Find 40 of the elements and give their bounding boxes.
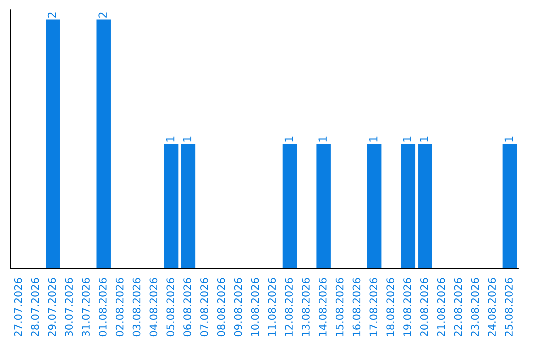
x-tick-label: 23.08.2026 bbox=[471, 278, 480, 337]
x-tick-label: 14.08.2026 bbox=[318, 278, 327, 336]
x-tick-label: 16.08.2026 bbox=[352, 278, 361, 336]
x-tick-label: 09.08.2026 bbox=[234, 278, 242, 337]
x-tick-label: 28.07.2026 bbox=[31, 278, 40, 337]
data-label: 1 bbox=[370, 136, 378, 142]
x-tick-label: 21.08.2026 bbox=[437, 278, 446, 337]
x-tick-label: 10.08.2026 bbox=[251, 278, 260, 336]
x-tick-label: 03.08.2026 bbox=[132, 278, 141, 337]
x-tick-label: 11.08.2026 bbox=[268, 278, 276, 336]
x-tick-label: 20.08.2026 bbox=[420, 278, 428, 337]
x-tick-label: 06.08.2026 bbox=[184, 278, 192, 337]
data-label: 1 bbox=[284, 136, 294, 142]
x-tick-label: 31.07.2026 bbox=[82, 278, 90, 336]
data-label: 2 bbox=[98, 12, 107, 18]
x-tick-label: 30.07.2026 bbox=[65, 278, 74, 336]
data-label: 1 bbox=[318, 136, 327, 142]
x-tick-label: 18.08.2026 bbox=[386, 278, 395, 336]
x-tick-label: 01.08.2026 bbox=[99, 278, 107, 337]
x-tick-label: 22.08.2026 bbox=[454, 278, 462, 337]
x-tick-label: 12.08.2026 bbox=[285, 278, 293, 336]
data-label: 2 bbox=[48, 12, 56, 18]
x-tick-label: 17.08.2026 bbox=[370, 278, 378, 336]
x-tick-label: 29.07.2026 bbox=[48, 278, 56, 337]
x-tick-label: 27.07.2026 bbox=[14, 278, 22, 337]
data-label: 1 bbox=[166, 136, 175, 142]
x-tick-label: 19.08.2026 bbox=[404, 278, 412, 336]
x-tick-label: 08.08.2026 bbox=[217, 278, 226, 337]
x-tick-label: 15.08.2026 bbox=[336, 278, 344, 336]
x-tick-label: 24.08.2026 bbox=[488, 278, 496, 337]
data-label: 1 bbox=[420, 136, 428, 142]
data-label: 1 bbox=[183, 136, 192, 142]
x-tick-label: 25.08.2026 bbox=[505, 278, 513, 337]
data-label: 1 bbox=[504, 136, 514, 142]
x-tick-label: 04.08.2026 bbox=[150, 278, 158, 337]
x-tick-label: 07.08.2026 bbox=[200, 278, 208, 337]
x-tick-label: 13.08.2026 bbox=[302, 278, 310, 336]
data-label: 1 bbox=[403, 136, 412, 142]
x-tick-label: 05.08.2026 bbox=[166, 278, 175, 337]
x-tick-label: 02.08.2026 bbox=[116, 278, 124, 337]
